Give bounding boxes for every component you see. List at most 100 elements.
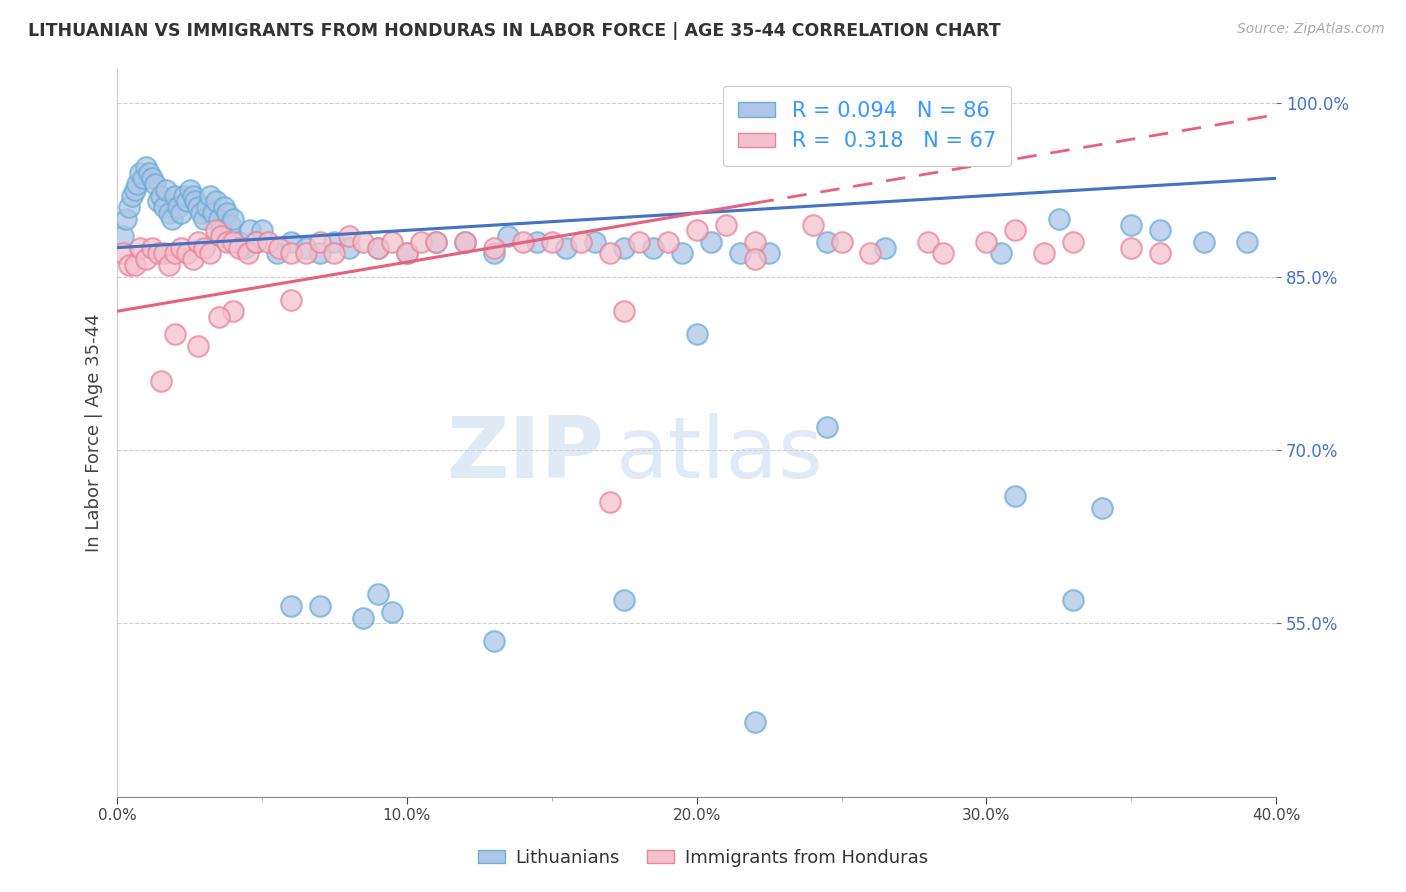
Legend: Lithuanians, Immigrants from Honduras: Lithuanians, Immigrants from Honduras: [471, 842, 935, 874]
Point: [214, 200, 236, 214]
Point: [245, 235, 267, 249]
Point: [207, 310, 229, 324]
Point: [555, 241, 578, 255]
Text: ZIP: ZIP: [446, 413, 605, 496]
Text: LITHUANIAN VS IMMIGRANTS FROM HONDURAS IN LABOR FORCE | AGE 35-44 CORRELATION CH: LITHUANIAN VS IMMIGRANTS FROM HONDURAS I…: [28, 22, 1001, 40]
Point: [155, 183, 177, 197]
Point: [222, 211, 245, 226]
Point: [1004, 223, 1026, 237]
Point: [257, 235, 280, 249]
Point: [149, 374, 172, 388]
Point: [337, 241, 360, 255]
Point: [381, 605, 404, 619]
Point: [932, 246, 955, 260]
Point: [152, 246, 174, 260]
Point: [454, 235, 477, 249]
Point: [239, 223, 262, 237]
Point: [162, 211, 184, 226]
Point: [1062, 235, 1084, 249]
Point: [124, 258, 146, 272]
Point: [425, 235, 447, 249]
Point: [179, 183, 201, 197]
Point: [149, 188, 172, 202]
Point: [152, 200, 174, 214]
Point: [233, 241, 256, 255]
Point: [118, 258, 141, 272]
Point: [124, 183, 146, 197]
Point: [1121, 218, 1143, 232]
Point: [990, 246, 1012, 260]
Point: [138, 165, 160, 179]
Point: [198, 188, 221, 202]
Point: [1149, 223, 1171, 237]
Point: [280, 293, 302, 307]
Point: [801, 218, 824, 232]
Point: [758, 246, 780, 260]
Point: [1004, 489, 1026, 503]
Point: [512, 235, 534, 249]
Point: [176, 194, 198, 209]
Point: [323, 235, 346, 249]
Point: [569, 235, 592, 249]
Point: [309, 599, 332, 613]
Point: [367, 587, 389, 601]
Point: [190, 206, 212, 220]
Point: [187, 200, 209, 214]
Point: [157, 258, 180, 272]
Point: [1047, 211, 1070, 226]
Point: [294, 246, 316, 260]
Point: [454, 235, 477, 249]
Point: [280, 235, 302, 249]
Point: [245, 235, 267, 249]
Point: [815, 419, 838, 434]
Point: [127, 177, 149, 191]
Point: [728, 246, 751, 260]
Point: [219, 218, 242, 232]
Point: [170, 206, 193, 220]
Point: [526, 235, 548, 249]
Point: [132, 171, 155, 186]
Point: [309, 235, 332, 249]
Point: [367, 241, 389, 255]
Point: [643, 241, 665, 255]
Point: [165, 246, 187, 260]
Point: [118, 200, 141, 214]
Point: [173, 188, 195, 202]
Point: [111, 246, 134, 260]
Point: [309, 246, 332, 260]
Point: [411, 235, 433, 249]
Point: [540, 235, 562, 249]
Legend: R = 0.094   N = 86, R =  0.318   N = 67: R = 0.094 N = 86, R = 0.318 N = 67: [723, 87, 1011, 166]
Point: [671, 246, 693, 260]
Point: [1062, 593, 1084, 607]
Text: Source: ZipAtlas.com: Source: ZipAtlas.com: [1237, 22, 1385, 37]
Point: [337, 229, 360, 244]
Point: [184, 194, 207, 209]
Point: [187, 339, 209, 353]
Point: [143, 177, 166, 191]
Point: [367, 241, 389, 255]
Point: [146, 246, 169, 260]
Point: [353, 610, 375, 624]
Point: [1192, 235, 1215, 249]
Point: [873, 241, 896, 255]
Point: [211, 229, 233, 244]
Point: [146, 194, 169, 209]
Point: [217, 206, 239, 220]
Point: [222, 235, 245, 249]
Point: [181, 188, 204, 202]
Point: [685, 223, 707, 237]
Point: [195, 200, 218, 214]
Point: [1149, 246, 1171, 260]
Point: [207, 211, 229, 226]
Point: [115, 211, 138, 226]
Point: [498, 229, 520, 244]
Point: [111, 229, 134, 244]
Point: [815, 235, 838, 249]
Point: [165, 327, 187, 342]
Point: [294, 241, 316, 255]
Point: [599, 246, 621, 260]
Point: [187, 235, 209, 249]
Point: [250, 223, 273, 237]
Point: [157, 206, 180, 220]
